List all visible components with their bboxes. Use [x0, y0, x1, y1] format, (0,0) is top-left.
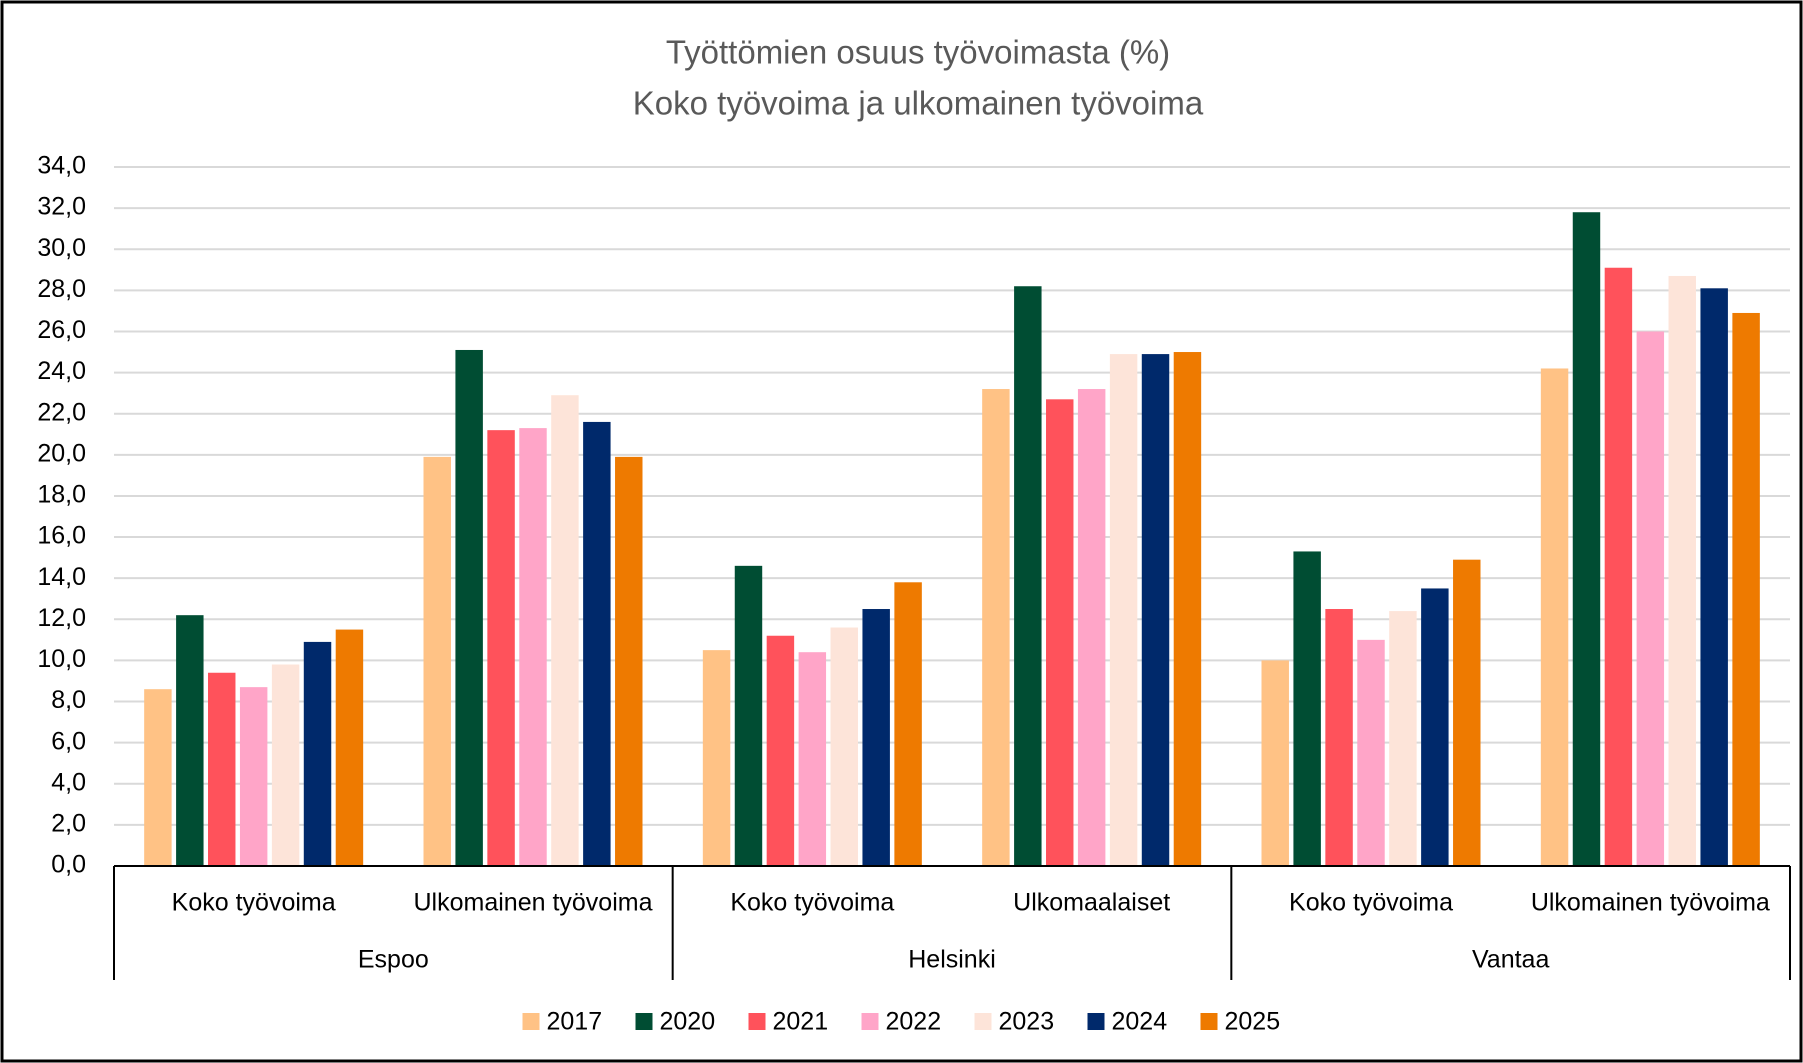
bar	[1668, 275, 1696, 866]
legend-label: 2017	[547, 1008, 603, 1036]
y-tick-label: 10,0	[37, 645, 86, 673]
bar	[1389, 611, 1417, 866]
x-tick-label: Ulkomainen työvoima	[414, 889, 653, 917]
bar	[1293, 551, 1321, 866]
legend-swatch	[635, 1013, 653, 1030]
y-tick-label: 30,0	[37, 234, 86, 262]
legend-swatch	[974, 1013, 992, 1030]
legend-label: 2023	[999, 1008, 1055, 1036]
y-tick-label: 14,0	[37, 563, 86, 591]
bar	[144, 689, 172, 866]
bar	[1109, 354, 1138, 866]
bar	[1700, 288, 1728, 866]
legend-label: 2021	[773, 1008, 829, 1036]
bar	[208, 672, 236, 866]
bar	[1173, 352, 1202, 866]
bar	[982, 389, 1010, 866]
y-tick-label: 34,0	[37, 152, 86, 180]
bar	[519, 428, 547, 866]
y-tick-label: 24,0	[37, 357, 86, 385]
bar	[1325, 609, 1353, 866]
bar	[1014, 286, 1042, 866]
bar	[176, 615, 204, 866]
y-tick-label: 2,0	[51, 809, 86, 837]
y-tick-label: 32,0	[37, 193, 86, 221]
bar	[271, 664, 300, 866]
bar	[1636, 331, 1665, 866]
bar	[303, 641, 332, 866]
x-tick-label: Koko työvoima	[172, 889, 336, 917]
legend-swatch	[748, 1013, 766, 1030]
bar	[862, 609, 890, 866]
group-label: Helsinki	[908, 946, 996, 974]
bar	[830, 627, 858, 866]
legend-swatch	[1200, 1013, 1218, 1030]
bar	[551, 395, 579, 866]
bar	[734, 565, 763, 866]
legend-label: 2020	[660, 1008, 716, 1036]
y-tick-label: 18,0	[37, 481, 86, 509]
y-tick-label: 16,0	[37, 522, 86, 550]
legend-swatch	[522, 1013, 540, 1030]
bar	[1357, 639, 1385, 866]
bar	[1604, 267, 1633, 866]
bar	[894, 582, 922, 866]
bar	[423, 456, 451, 866]
y-tick-label: 28,0	[37, 275, 86, 303]
bar	[1453, 559, 1481, 866]
x-tick-label: Ulkomaalaiset	[1013, 889, 1170, 917]
bar	[1421, 588, 1449, 866]
bar	[1540, 368, 1569, 866]
bar	[335, 629, 364, 866]
bar	[1261, 660, 1289, 866]
legend-swatch	[861, 1013, 879, 1030]
bar	[1572, 212, 1601, 866]
group-label: Vantaa	[1472, 946, 1549, 974]
bar	[487, 430, 515, 866]
bar	[1077, 389, 1106, 866]
x-tick-label: Koko työvoima	[1289, 889, 1453, 917]
legend-label: 2022	[886, 1008, 942, 1036]
bar	[455, 349, 483, 867]
bar	[239, 687, 268, 866]
legend-label: 2024	[1112, 1008, 1168, 1036]
chart-title: Työttömien osuus työvoimasta (%)	[666, 34, 1170, 71]
legend-swatch	[1087, 1013, 1105, 1030]
x-tick-label: Koko työvoima	[730, 889, 894, 917]
y-tick-label: 4,0	[51, 768, 86, 796]
bar	[1046, 399, 1074, 866]
y-tick-label: 12,0	[37, 604, 86, 632]
bar	[702, 650, 731, 866]
bar	[1141, 354, 1170, 866]
bar	[615, 456, 643, 866]
chart-subtitle: Koko työvoima ja ulkomainen työvoima	[633, 85, 1204, 122]
bar	[583, 421, 611, 866]
bar	[798, 652, 827, 866]
y-tick-label: 20,0	[37, 439, 86, 467]
y-tick-label: 26,0	[37, 316, 86, 344]
y-tick-label: 8,0	[51, 686, 86, 714]
legend-label: 2025	[1225, 1008, 1281, 1036]
bar	[766, 635, 795, 866]
y-tick-label: 6,0	[51, 727, 86, 755]
y-tick-label: 0,0	[51, 851, 86, 879]
bar	[1732, 312, 1760, 866]
x-tick-label: Ulkomainen työvoima	[1531, 889, 1770, 917]
group-label: Espoo	[358, 946, 429, 974]
y-tick-label: 22,0	[37, 398, 86, 426]
